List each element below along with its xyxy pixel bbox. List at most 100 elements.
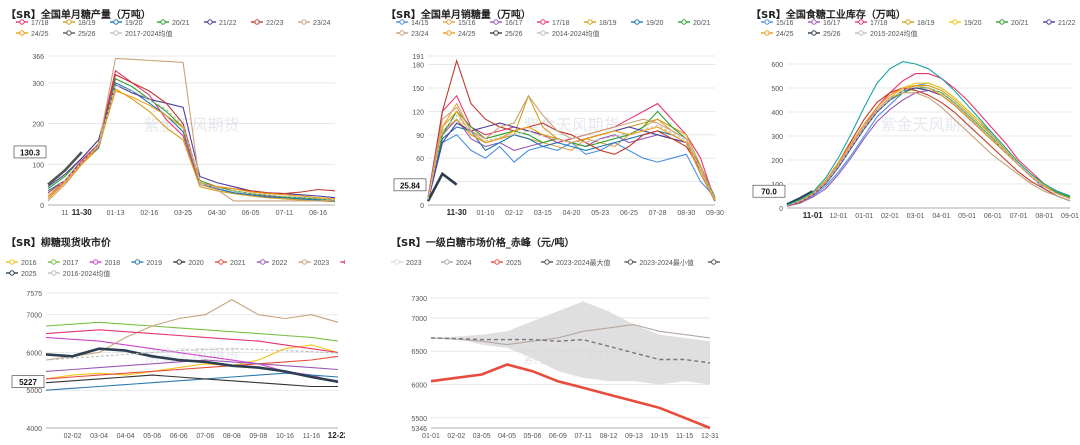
legend-item: 2018 [89,259,120,267]
chart-svg-c4: 2016 2017 2018 2019 2020 2021 2022 2023 2024 2025… [6,259,345,440]
current-value-label: 5227 [19,378,37,387]
x-tick-label: 06-01 [984,213,1002,220]
legend-label: 2024 [456,260,472,267]
legend-item: 2021 [215,259,246,267]
legend-item: 2023 [298,259,329,267]
legend-marker [19,30,25,36]
series-line [427,58,716,201]
legend-marker [493,19,499,25]
legend-item: 18/19 [63,19,96,27]
legend-marker [9,259,15,265]
legend-item: 2016 [6,259,37,267]
current-value-label: 70.0 [761,188,777,197]
y-tick-label: 200 [32,122,44,129]
y-tick-label: 0 [779,206,783,213]
legend-item: 25/26 [63,30,96,38]
range-band-2023-2024 [431,301,710,385]
x-tick-label: 07-06 [196,433,214,440]
x-tick-label: 01-01 [855,213,873,220]
x-tick-label: 09-08 [249,433,267,440]
legend-label: 2023-2024最小值 [639,258,693,267]
legend-label: 16/17 [505,20,523,27]
legend-marker [394,259,400,265]
legend-label: 2017-2024均值 [125,29,172,38]
x-tick-label: 11-01 [803,211,824,220]
legend-label: 18/19 [599,20,617,27]
current-value-box [11,375,45,388]
x-tick-label: 04-30 [208,210,226,217]
legend-item: 24/25 [761,30,794,38]
legend-item: 14/15 [396,19,429,27]
series-line [45,321,339,342]
x-tick-label: 08-16 [309,210,327,217]
legend-label: 2020 [188,260,204,267]
legend-item: 23/24 [298,19,331,27]
series-line [427,102,716,200]
series-line [45,374,338,388]
legend-marker [444,259,450,265]
legend-label: 19/20 [125,20,143,27]
x-tick-label: 04-05 [498,433,516,440]
legend-item: 16/17 [490,19,523,27]
chart-title: 【SR】全国食糖工业库存（万吨） [751,10,906,21]
chart-panel-monthly-sales: 【SR】全国单月销糖量（万吨） 14/15 15/16 16/17 17/18 18/1… [380,0,725,222]
legend-item: 2016-2024均值 [47,269,110,278]
series-line [427,94,716,200]
legend-item: 2023 [391,259,422,267]
legend-item: 2022 [256,259,288,267]
legend-label: 22/23 [266,20,284,27]
series-line [47,84,336,199]
legend-label: 19/20 [646,20,664,27]
legend-marker [343,259,345,265]
x-tick-label: 08-08 [223,433,241,440]
legend-label: 18/19 [78,20,96,27]
chart-panel-inventory: 【SR】全国食糖工业库存（万吨） 15/16 16/17 17/18 18/19 19/… [745,0,1080,222]
x-tick-label: 11-30 [72,208,93,217]
legend-item: 2014-2024均值 [537,29,599,38]
legend-label: 2019 [146,260,162,267]
legend-marker [113,19,119,25]
legend-item: 2023-2024均值 [707,259,720,265]
legend-label: 2022 [272,260,288,267]
y-tick-label: 150 [412,86,424,93]
legend-label: 20/21 [172,20,190,27]
y-tick-label: 7575 [26,291,42,298]
x-tick-label: 12-31 [701,433,719,440]
legend-label: 24/25 [31,31,49,38]
current-value-box [752,184,786,198]
x-tick-label: 03-05 [473,433,491,440]
legend-label: 2023 [406,260,422,267]
legend-marker [254,19,260,25]
series-line [786,61,1071,206]
legend-marker [176,259,182,265]
current-value-box [393,178,427,192]
legend-label: 2016 [21,260,37,267]
legend-item: 2020 [173,259,204,267]
legend-label: 15/16 [458,20,476,27]
legend-marker [51,270,57,276]
legend-item: 2015-2024均值 [855,29,917,38]
y-tick-label: 191 [412,54,424,61]
y-tick-label: 200 [771,158,783,165]
chart-panel-chifeng-price: 【SR】一级白糖市场价格_赤峰（元/吨） 2023 2024 2025 2023-20… [385,228,720,445]
y-tick-label: 600 [771,62,783,69]
x-tick-label: 11-16 [303,433,320,440]
legend-label: 23/24 [313,20,331,27]
current-value-tag: 25.84 [393,178,427,192]
legend-marker [764,19,770,25]
legend-item: 20/21 [996,19,1029,27]
x-tick-label: 06-05 [242,210,260,217]
legend-item: 20/21 [157,19,190,27]
x-tick-label: 07-11 [276,210,293,217]
current-value-box [13,145,47,159]
series-line [45,344,339,380]
y-tick-label: 7000 [411,316,427,323]
series-line [47,78,336,201]
chart-svg-c3: 15/1616/1717/1818/1919/2020/2121/2222/23… [752,19,1079,220]
legend-item: 16/17 [808,19,841,27]
series-line [786,87,1071,206]
y-tick-label: 5346 [411,426,427,433]
x-tick-label: 08-01 [1035,213,1053,220]
x-tick-label: 03-04 [90,433,108,440]
y-tick-label: 366 [32,54,44,61]
